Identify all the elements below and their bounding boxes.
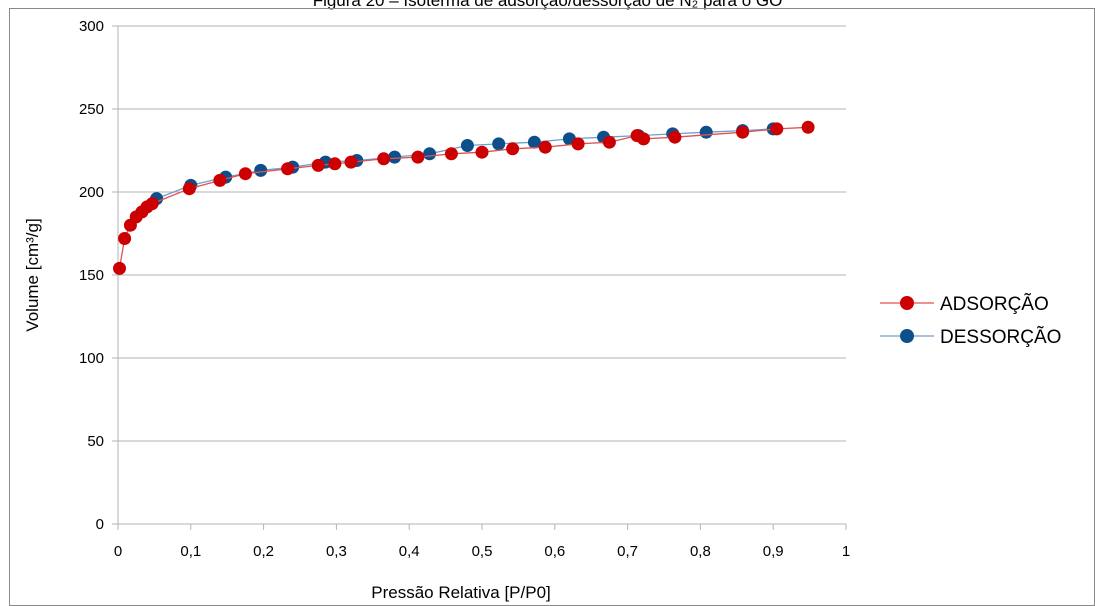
- x-tick-label: 0,8: [690, 543, 711, 560]
- y-tick-label: 100: [79, 350, 104, 367]
- data-point: [668, 130, 682, 144]
- series-adsorcao: [113, 120, 815, 275]
- y-tick-label: 50: [87, 433, 104, 450]
- y-tick-label: 250: [79, 101, 104, 118]
- x-tick-label: 1: [842, 543, 850, 560]
- data-point: [699, 125, 713, 139]
- data-point: [602, 135, 616, 149]
- y-tick-labels: 0 50 100 150 200 250 300: [79, 18, 104, 533]
- y-tick-label: 300: [79, 18, 104, 35]
- series-layer: [113, 120, 815, 275]
- data-point: [344, 155, 358, 169]
- data-point: [444, 147, 458, 161]
- axes: [112, 25, 847, 530]
- data-point: [637, 132, 651, 146]
- data-point: [411, 150, 425, 164]
- y-tick-label: 150: [79, 267, 104, 284]
- data-point: [182, 182, 196, 196]
- y-tick-label: 0: [96, 516, 104, 533]
- data-point: [423, 147, 437, 161]
- legend-marker: [900, 329, 914, 343]
- data-point: [527, 135, 541, 149]
- chart-border: [9, 8, 1095, 606]
- legend-marker: [900, 296, 914, 310]
- x-tick-label: 0: [114, 543, 122, 560]
- data-point: [538, 140, 552, 154]
- x-tick-label: 0,4: [399, 543, 420, 560]
- x-tick-label: 0,2: [253, 543, 274, 560]
- data-point: [213, 173, 227, 187]
- data-point: [506, 142, 520, 156]
- data-point: [377, 152, 391, 166]
- legend-label: ADSORÇÃO: [940, 293, 1049, 315]
- y-axis-label: Volume [cm³/g]: [23, 218, 42, 331]
- data-point: [113, 261, 126, 275]
- x-tick-labels: 0 0,1 0,2 0,3 0,4 0,5 0,6 0,7 0,8 0,9 1: [114, 543, 850, 560]
- legend: ADSORÇÃO DESSORÇÃO: [880, 293, 1061, 348]
- legend-label: DESSORÇÃO: [940, 326, 1061, 348]
- x-tick-label: 0,5: [472, 543, 493, 560]
- data-point: [460, 139, 474, 152]
- x-tick-label: 0,3: [326, 543, 347, 560]
- series-dessorcao: [150, 122, 780, 206]
- x-tick-label: 0,6: [544, 543, 565, 560]
- x-axis-label: Pressão Relativa [P/P0]: [371, 583, 551, 602]
- legend-item: ADSORÇÃO: [880, 293, 1049, 315]
- x-tick-label: 0,9: [763, 543, 784, 560]
- data-point: [145, 197, 159, 211]
- grid: [118, 25, 846, 525]
- x-tick-label: 0,7: [617, 543, 638, 560]
- legend-item: DESSORÇÃO: [880, 326, 1061, 348]
- data-point: [736, 125, 750, 139]
- data-point: [118, 232, 132, 245]
- x-tick-label: 0,1: [180, 543, 201, 560]
- data-point: [328, 157, 342, 171]
- data-point: [475, 145, 489, 159]
- y-tick-label: 200: [79, 184, 104, 201]
- data-point: [770, 122, 784, 136]
- data-point: [311, 158, 325, 172]
- data-point: [281, 162, 295, 176]
- data-point: [388, 150, 402, 164]
- data-point: [238, 167, 252, 181]
- data-point: [801, 120, 815, 134]
- data-point: [571, 137, 585, 151]
- chart-title: Figura 20 – Isoterma de adsorção/dessorç…: [312, 0, 783, 10]
- data-point: [492, 137, 506, 151]
- data-point: [254, 163, 268, 177]
